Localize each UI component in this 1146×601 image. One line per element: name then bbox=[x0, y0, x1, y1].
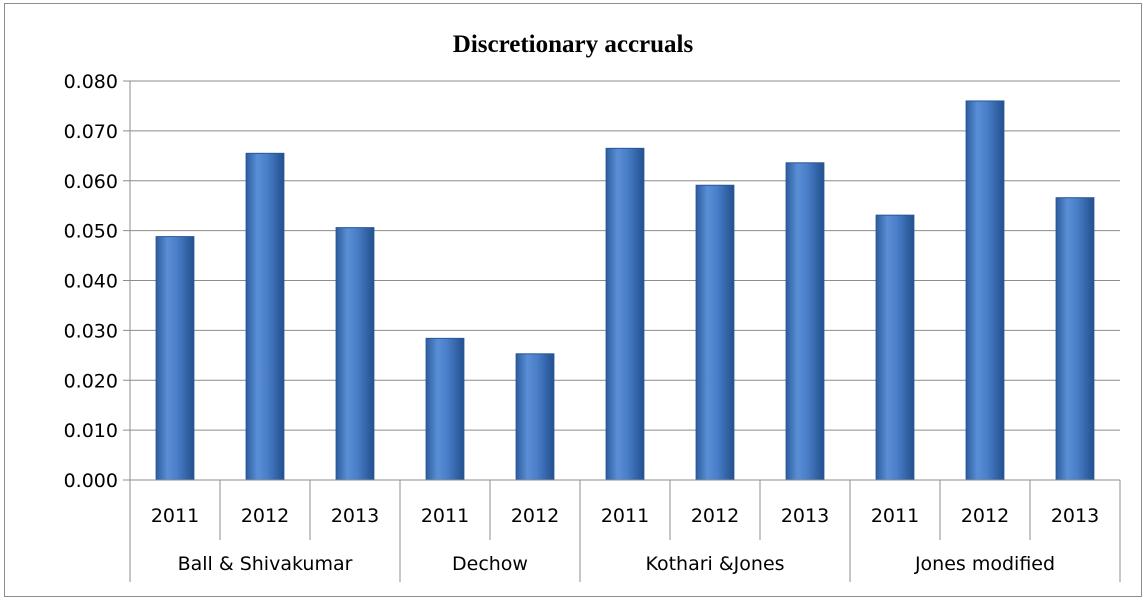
y-axis-ticks: 0.000 0.010 0.020 0.030 0.040 0.050 0.060 0.070… bbox=[64, 71, 130, 492]
y-tick-label: 0.010 bbox=[64, 420, 118, 442]
x-category-label: 2011 bbox=[421, 505, 469, 527]
bar bbox=[875, 214, 915, 481]
bar bbox=[245, 152, 285, 481]
bar bbox=[515, 353, 555, 481]
bar bbox=[155, 236, 195, 481]
category-labels: 2011 2012 2013 2011 2012 2011 2012 2013 2011 2012… bbox=[129, 480, 1121, 582]
x-category-label: 2012 bbox=[961, 505, 1009, 527]
bar bbox=[605, 147, 645, 481]
x-category-label: 2013 bbox=[781, 505, 829, 527]
x-category-label: 2012 bbox=[691, 505, 739, 527]
bar bbox=[425, 337, 465, 481]
x-category-label: 2013 bbox=[1051, 505, 1099, 527]
bar bbox=[965, 100, 1005, 481]
y-tick-label: 0.030 bbox=[64, 320, 118, 342]
x-category-label: 2011 bbox=[151, 505, 199, 527]
bar bbox=[335, 227, 375, 481]
x-category-label: 2012 bbox=[241, 505, 289, 527]
group-labels: Ball & Shivakumar Dechow Kothari &Jones Jon… bbox=[178, 553, 1055, 575]
y-tick-label: 0.020 bbox=[64, 370, 118, 392]
x-group-label: Ball & Shivakumar bbox=[178, 553, 353, 575]
bar bbox=[695, 184, 735, 481]
y-tick-label: 0.070 bbox=[64, 121, 118, 143]
x-group-label: Kothari &Jones bbox=[645, 553, 784, 575]
bar bbox=[1055, 197, 1095, 481]
bars bbox=[155, 100, 1095, 481]
axes bbox=[129, 81, 1120, 481]
y-tick-label: 0.040 bbox=[64, 271, 118, 293]
y-tick-label: 0.080 bbox=[64, 71, 118, 93]
x-category-label: 2011 bbox=[601, 505, 649, 527]
y-tick-label: 0.000 bbox=[64, 470, 118, 492]
x-group-label: Jones modified bbox=[914, 553, 1055, 575]
x-category-label: 2011 bbox=[871, 505, 919, 527]
bar bbox=[785, 162, 825, 481]
x-category-label: 2013 bbox=[331, 505, 379, 527]
y-tick-label: 0.060 bbox=[64, 171, 118, 193]
x-group-label: Dechow bbox=[452, 553, 528, 575]
chart-title: Discretionary accruals bbox=[453, 31, 694, 58]
y-tick-label: 0.050 bbox=[64, 221, 118, 243]
x-category-label: 2012 bbox=[511, 505, 559, 527]
